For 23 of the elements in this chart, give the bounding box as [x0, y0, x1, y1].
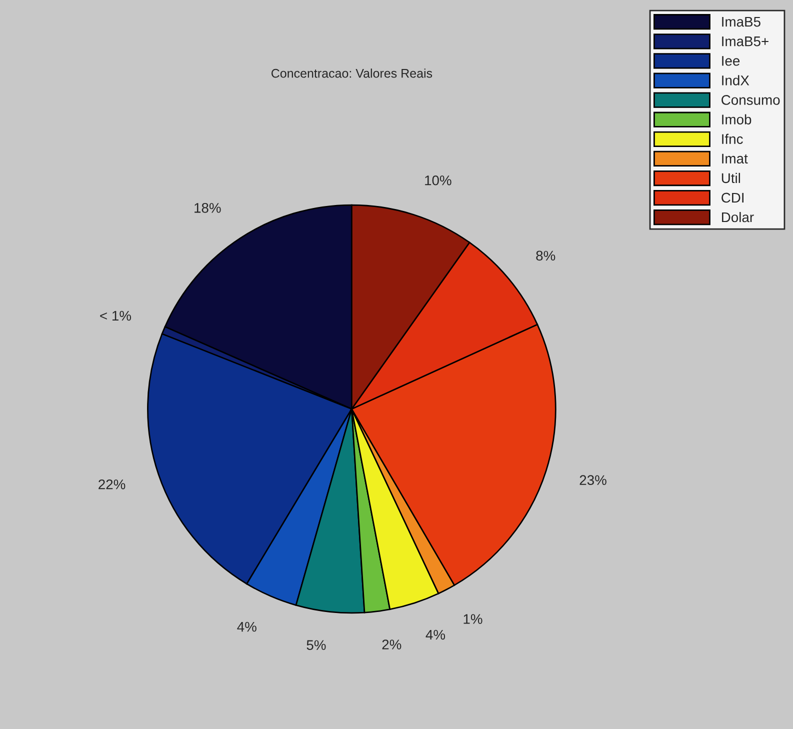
- legend-label: ImaB5+: [722, 36, 768, 46]
- legend-label: Iee: [722, 56, 740, 66]
- data-label: 8%: [536, 250, 556, 261]
- data-label: < 1%: [100, 310, 132, 321]
- legend-label: ImaB5: [722, 17, 760, 27]
- text: Concentracao: Valores Reais: [272, 68, 432, 78]
- data-label: 10%: [425, 175, 452, 186]
- legend-label: Imob: [722, 114, 752, 124]
- data-label: 18%: [194, 203, 221, 213]
- legend-label: Dolar: [722, 212, 754, 222]
- legend-label: IndX: [722, 75, 750, 86]
- legend-label: Util: [722, 172, 740, 184]
- legend-label: Consumo: [722, 95, 780, 105]
- data-label: 22%: [98, 479, 126, 490]
- data-label: 2%: [382, 640, 402, 650]
- legend-label: Imat: [722, 154, 748, 164]
- data-label: 23%: [580, 475, 606, 486]
- data-label: 4%: [237, 622, 256, 632]
- data-label: 1%: [464, 614, 482, 624]
- legend-label: Ifnc: [722, 134, 743, 144]
- legend-label: CDI: [722, 192, 744, 203]
- data-label: 5%: [306, 640, 326, 650]
- data-label: 4%: [426, 630, 446, 640]
